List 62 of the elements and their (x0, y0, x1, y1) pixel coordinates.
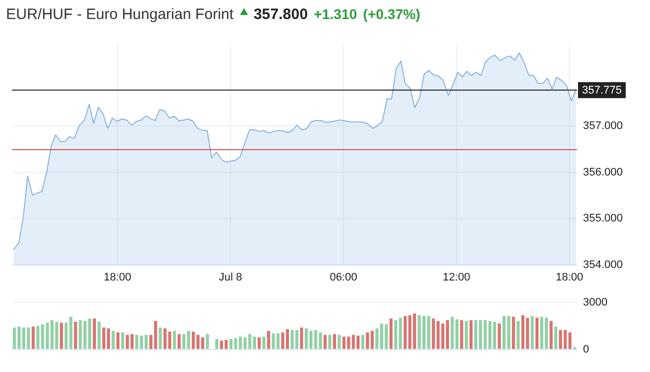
bar (300, 328, 304, 349)
bar (32, 326, 35, 349)
bar (69, 316, 72, 349)
bar (64, 322, 68, 349)
text: 357.800 (254, 6, 308, 23)
bar (535, 318, 539, 349)
y-tick-label: 354.000 (583, 259, 623, 272)
bar (332, 334, 336, 349)
bar (366, 332, 370, 349)
x-tick-label: 12:00 (442, 272, 470, 284)
bar (98, 322, 101, 349)
bar (172, 330, 176, 349)
bar (384, 324, 388, 349)
bar (215, 338, 218, 349)
y-tick-label: 355.000 (583, 212, 623, 225)
bar (92, 318, 96, 349)
bar (446, 320, 450, 349)
bar (318, 332, 322, 349)
bar (361, 334, 364, 349)
bar (158, 328, 162, 349)
bar (516, 321, 520, 349)
x-tick-label: 18:00 (556, 272, 584, 284)
text: +1.310 (314, 6, 358, 22)
ref-line-label: 357.775 (582, 84, 622, 97)
bar (498, 324, 501, 349)
chart-title: EUR/HUF - Euro Hungarian Forint (6, 6, 234, 23)
bar (74, 322, 78, 349)
bar (60, 322, 63, 349)
y-tick-label: 3000 (583, 296, 608, 309)
bar (206, 334, 209, 349)
bar (544, 318, 548, 349)
y-tick-label: 357.000 (583, 120, 623, 132)
bar (106, 328, 110, 349)
bar (116, 332, 120, 349)
bar (389, 318, 393, 349)
y-tick-label: 356.000 (583, 166, 623, 178)
bar (276, 333, 280, 349)
bar (338, 334, 341, 349)
bar (550, 321, 553, 349)
bar (328, 334, 332, 349)
bar (112, 330, 115, 349)
bar (554, 326, 558, 349)
bar (178, 334, 181, 349)
bar (460, 320, 464, 349)
bar (258, 337, 261, 349)
x-tick-label: 18:00 (104, 272, 132, 284)
bar (290, 330, 294, 349)
bar (470, 320, 473, 349)
bar (530, 316, 534, 349)
bar (464, 321, 468, 349)
bar (262, 336, 266, 349)
bar (295, 330, 298, 349)
bar (540, 316, 544, 349)
bar (404, 316, 407, 349)
text: (+0.37%) (363, 6, 420, 22)
x-tick-label: Jul 8 (218, 272, 242, 284)
bar (267, 330, 270, 349)
y-tick-label: 0 (583, 343, 590, 356)
bar (121, 332, 124, 349)
bar (324, 334, 327, 349)
x-tick-label: 06:00 (330, 272, 358, 284)
bar (512, 316, 515, 349)
